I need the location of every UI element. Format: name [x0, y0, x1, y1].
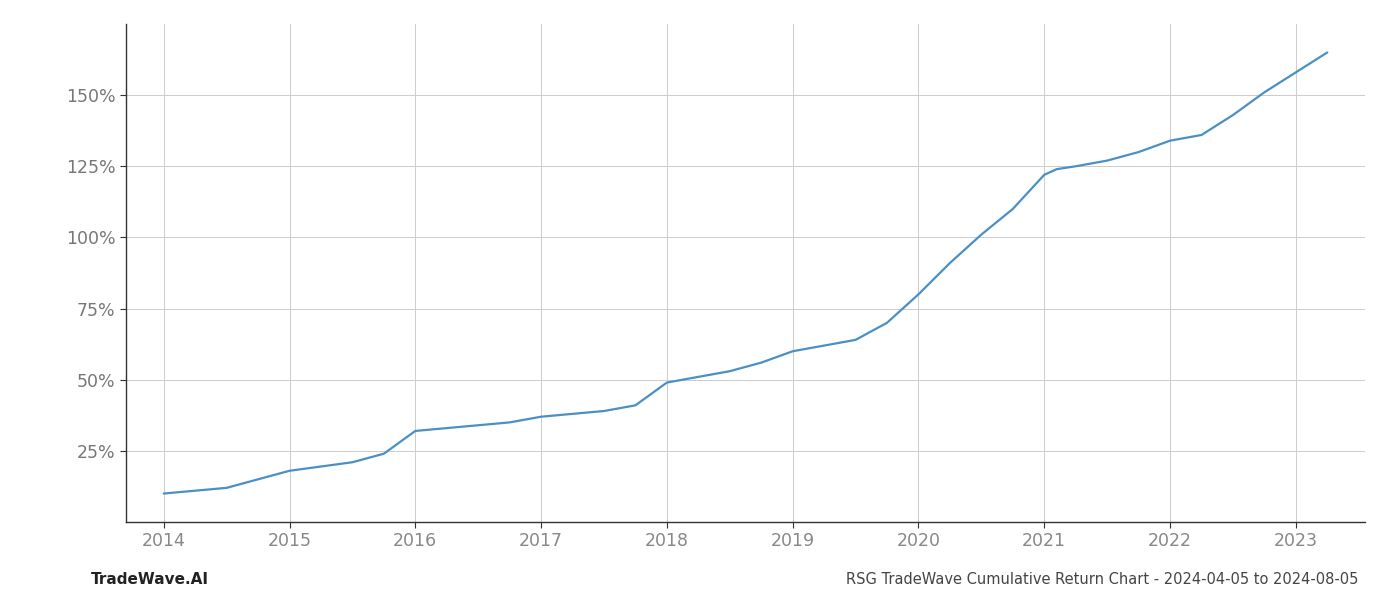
Text: TradeWave.AI: TradeWave.AI: [91, 572, 209, 587]
Text: RSG TradeWave Cumulative Return Chart - 2024-04-05 to 2024-08-05: RSG TradeWave Cumulative Return Chart - …: [846, 572, 1358, 587]
